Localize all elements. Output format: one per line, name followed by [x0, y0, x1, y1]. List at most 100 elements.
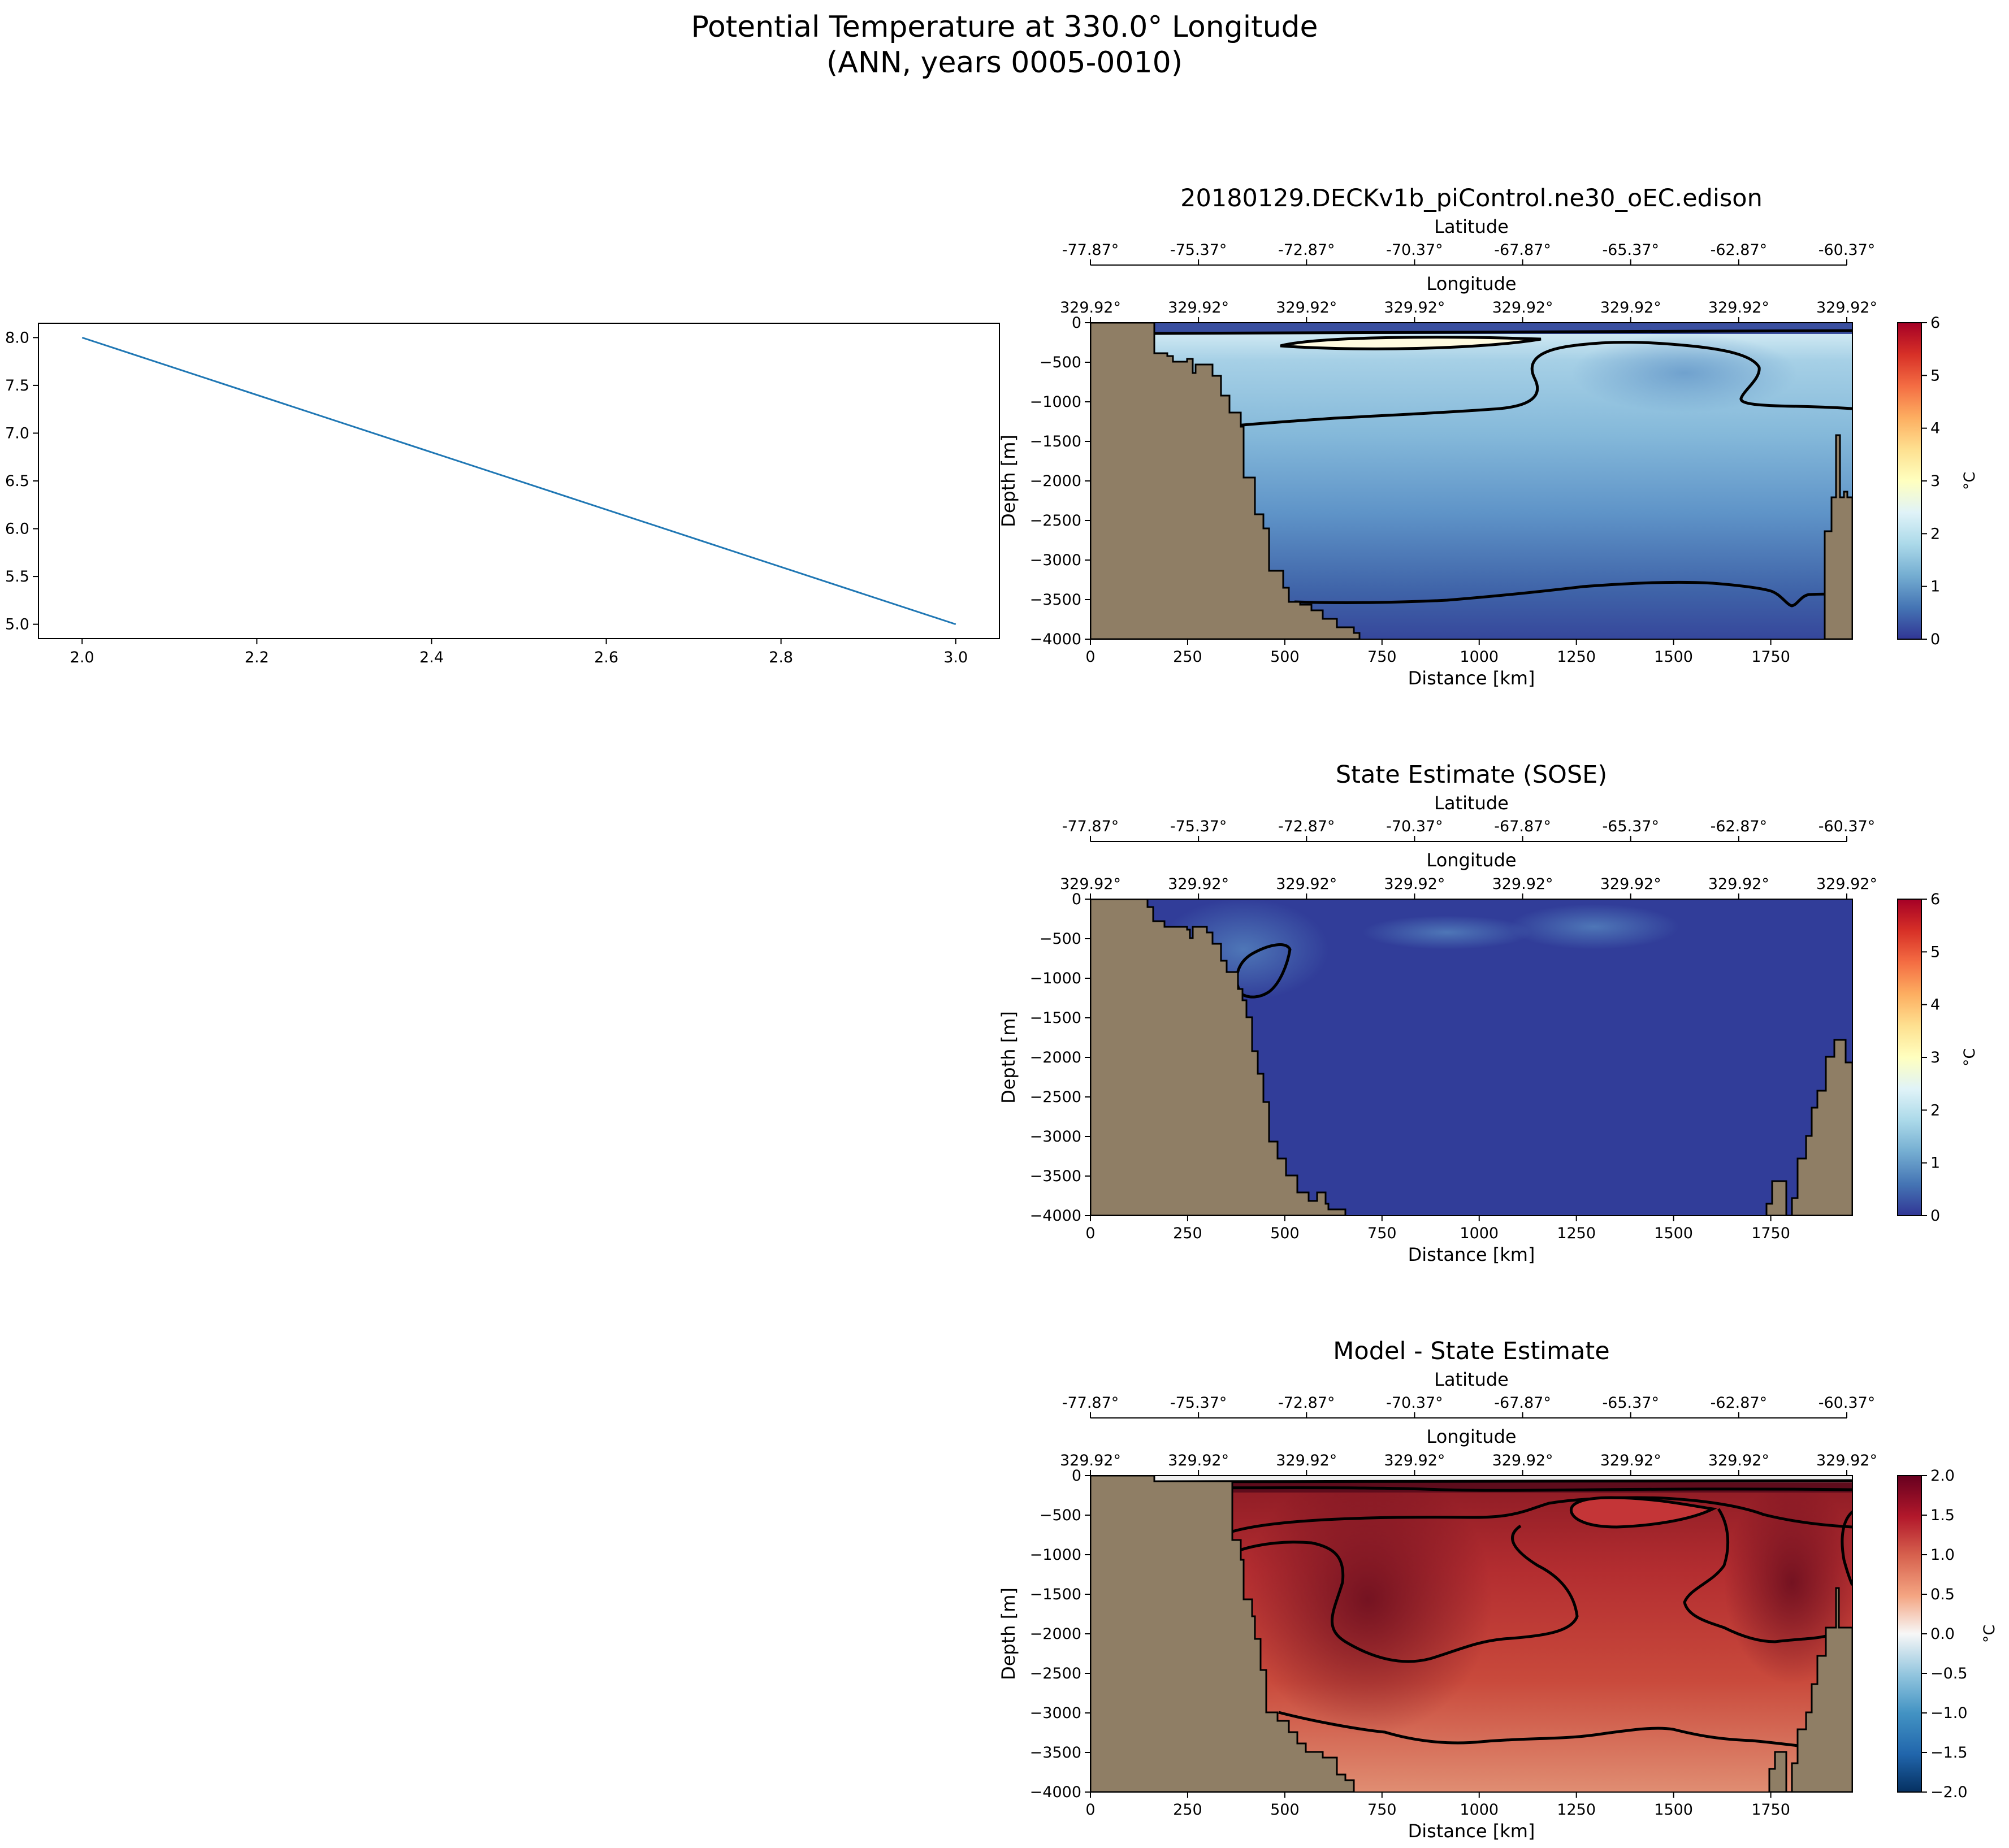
- colorbar-tick-label: 1: [1930, 578, 1940, 596]
- land-mask: [1824, 434, 1852, 639]
- y-tick-label: −3000: [1030, 1128, 1081, 1146]
- y-tick-label: −3500: [1030, 591, 1081, 609]
- x-tick-label: 1000: [1460, 1225, 1499, 1242]
- x-tick-label: 1250: [1557, 1225, 1596, 1242]
- max-core: [1244, 1476, 1492, 1735]
- land-mask: [1090, 323, 1361, 639]
- latitude-tick-label: -67.87°: [1494, 241, 1551, 259]
- y-tick-label: −500: [1040, 354, 1081, 371]
- y-tick-label: 6.5: [5, 472, 29, 490]
- y-tick-label: 7.5: [5, 377, 29, 394]
- x-tick-label: 0: [1085, 648, 1095, 666]
- latitude-tick-label: -72.87°: [1278, 1394, 1335, 1412]
- colorbar-label: °C: [1981, 1625, 1998, 1643]
- longitude-tick-label: 329.92°: [1600, 1452, 1661, 1469]
- y-tick-label: −3500: [1030, 1744, 1081, 1762]
- contour-line: [1278, 1711, 1826, 1751]
- latitude-tick-label: -70.37°: [1386, 1394, 1443, 1412]
- x-tick-label: 3.0: [943, 649, 968, 666]
- latitude-tick-label: -60.37°: [1819, 1394, 1876, 1412]
- y-tick-label: −1500: [1030, 1009, 1081, 1027]
- x-tick-label: 1000: [1460, 648, 1499, 666]
- colorbar: [1897, 899, 1922, 1216]
- colorbar-ticks: 0 1 2 3 4 5 6: [1921, 891, 1940, 1225]
- y-tick-label: −1500: [1030, 433, 1081, 450]
- contour-line: [1235, 943, 1292, 999]
- colorbar-tick-label: 3: [1930, 472, 1940, 490]
- warm-patch: [1509, 904, 1679, 949]
- latitude-tick-label: -62.87°: [1711, 1394, 1768, 1412]
- x-tick-label: 750: [1367, 648, 1397, 666]
- y-tick-label: −4000: [1030, 1784, 1081, 1801]
- figure-subtitle: (ANN, years 0005-0010): [826, 46, 1183, 80]
- y-tick-label: 0: [1072, 314, 1081, 332]
- latitude-tick-label: -70.37°: [1386, 241, 1443, 259]
- longitude-tick-label: 329.92°: [1492, 299, 1553, 316]
- latitude-tick-label: -65.37°: [1602, 241, 1659, 259]
- colorbar-tick-label: 6: [1930, 314, 1940, 332]
- x-tick-label: 1750: [1751, 1225, 1790, 1242]
- x-tick-label: 2.4: [419, 649, 444, 666]
- y-tick-label: 5.0: [5, 616, 29, 634]
- colorbar-tick-label: 5: [1930, 367, 1940, 384]
- x-tick-label: 500: [1270, 1801, 1300, 1819]
- contour-line: [1294, 580, 1852, 608]
- y-tick-label: −4000: [1030, 1207, 1081, 1225]
- x-axis-label: Distance [km]: [1408, 667, 1535, 689]
- latitude-tick-label: -62.87°: [1711, 818, 1768, 835]
- x-axis-label: Distance [km]: [1408, 1820, 1535, 1842]
- longitude-tick-label: 329.92°: [1384, 299, 1445, 316]
- longitude-tick-label: 329.92°: [1168, 875, 1229, 893]
- longitude-tick-label: 329.92°: [1708, 1452, 1769, 1469]
- colorbar-tick-label: 2: [1930, 525, 1940, 543]
- y-tick-label: −1500: [1030, 1586, 1081, 1603]
- latitude-tick-label: -60.37°: [1819, 241, 1876, 259]
- warm-core: [1571, 333, 1798, 413]
- y-axis-label: Depth [m]: [998, 435, 1019, 527]
- x-tick-label: 2.2: [245, 649, 269, 666]
- x-tick-label: 750: [1367, 1225, 1397, 1242]
- latitude-tick-label: -77.87°: [1062, 1394, 1119, 1412]
- longitude-tick-label: 329.92°: [1492, 875, 1553, 893]
- latitude-tick-label: -75.37°: [1170, 241, 1227, 259]
- colorbar-tick-label: −1.5: [1930, 1744, 1968, 1762]
- y-tick-label: −500: [1040, 930, 1081, 948]
- longitude-tick-label: 329.92°: [1060, 299, 1121, 316]
- x-tick-label: 2.0: [70, 649, 94, 666]
- max-core: [1724, 1481, 1852, 1684]
- contour-line: [1154, 1479, 1852, 1483]
- x-tick-label: 750: [1367, 1801, 1397, 1819]
- series-line: [81, 336, 956, 626]
- x-tick-label: 1500: [1654, 648, 1693, 666]
- difference-section-panel: Model - State Estimate Latitude Longitud…: [998, 1337, 1998, 1842]
- land-mask: [1768, 1587, 1852, 1792]
- warm-patch: [1362, 916, 1532, 949]
- y-tick-label: −4000: [1030, 631, 1081, 648]
- colorbar: [1897, 1475, 1922, 1793]
- latitude-tick-label: -60.37°: [1819, 818, 1876, 835]
- model-section-panel: 20180129.DECKv1b_piControl.ne30_oEC.edis…: [998, 184, 1978, 689]
- longitude-tick-label: 329.92°: [1816, 1452, 1877, 1469]
- colorbar-tick-label: 1.0: [1930, 1546, 1955, 1564]
- x-tick-label: 1500: [1654, 1225, 1693, 1242]
- longitude-tick-label: 329.92°: [1168, 1452, 1229, 1469]
- longitude-tick-label: 329.92°: [1060, 1452, 1121, 1469]
- x-tick-label: 500: [1270, 1225, 1300, 1242]
- x-tick-label: 1750: [1751, 648, 1790, 666]
- y-tick-label: −3500: [1030, 1168, 1081, 1185]
- y-tick-label: −2500: [1030, 1088, 1081, 1106]
- line-plot-panel: 2.0 2.2 2.4 2.6 2.8 3.0 5.0 5.5 6.0 6.5 7.0 7.5 8.0: [5, 323, 1000, 666]
- longitude-tick-label: 329.92°: [1276, 299, 1337, 316]
- longitude-tick-label: 329.92°: [1168, 299, 1229, 316]
- colorbar-tick-label: 5: [1930, 943, 1940, 961]
- colorbar-label: °C: [1961, 472, 1978, 490]
- x-tick-label: 1750: [1751, 1801, 1790, 1819]
- longitude-tick-label: 329.92°: [1600, 299, 1661, 316]
- panel-title: State Estimate (SOSE): [1336, 761, 1607, 789]
- y-tick-label: −2000: [1030, 472, 1081, 490]
- x-tick-label: 1250: [1557, 1801, 1596, 1819]
- longitude-tick-label: 329.92°: [1816, 875, 1877, 893]
- land-mask: [1090, 1476, 1355, 1792]
- colorbar-tick-label: 1.5: [1930, 1507, 1955, 1524]
